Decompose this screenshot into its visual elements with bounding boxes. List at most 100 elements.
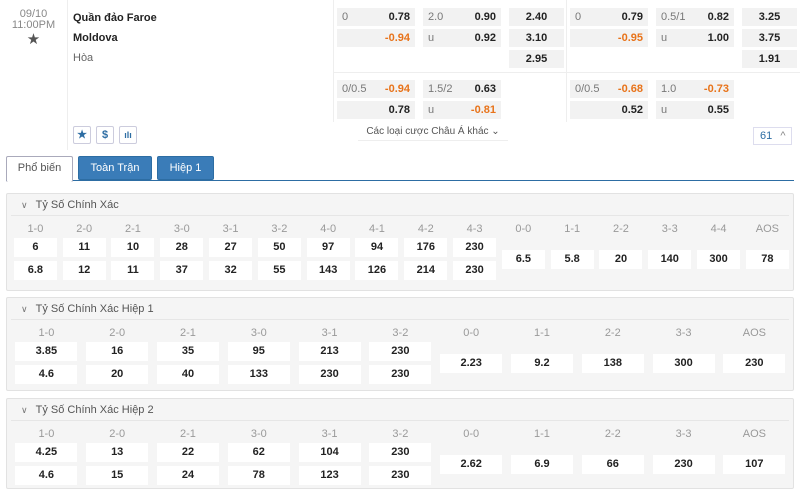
score-odds-cell[interactable]: 5.8	[550, 249, 594, 269]
score-odds-cell[interactable]: 176	[404, 238, 448, 257]
odds-line: 2.0	[428, 11, 444, 23]
odds-cell[interactable]: 1.5/2 0.63	[423, 80, 501, 98]
odds-cell[interactable]: -0.95	[570, 29, 648, 47]
score-odds-cell[interactable]: 35	[156, 342, 219, 361]
score-odds-cell[interactable]: 230	[298, 365, 361, 384]
score-odds-cell[interactable]: 16	[86, 342, 149, 361]
score-odds-cell[interactable]: 133	[227, 365, 290, 384]
score-odds-cell[interactable]: 123	[298, 466, 361, 485]
score-odds-cell[interactable]: 97	[306, 238, 350, 257]
odds-cell[interactable]: u 1.00	[656, 29, 734, 47]
score-odds-cell[interactable]: 22	[156, 443, 219, 462]
score-odds-cell[interactable]: 126	[355, 261, 399, 280]
score-odds-cell[interactable]: 4.6	[15, 365, 78, 384]
score-odds-cell[interactable]: 9.2	[510, 353, 573, 373]
score-odds-cell[interactable]: 12	[62, 261, 106, 280]
more-asian-bets-toggle[interactable]: Các loại cược Châu Á khác ⌄	[358, 123, 508, 141]
score-odds-cell[interactable]: 66	[581, 454, 644, 474]
favorite-star-icon[interactable]: ★	[26, 31, 41, 48]
star-icon[interactable]: ★	[73, 126, 91, 144]
score-odds-cell[interactable]: 230	[369, 342, 432, 361]
score-odds-cell[interactable]: 10	[111, 238, 155, 257]
score-odds-cell[interactable]: 28	[160, 238, 204, 257]
score-odds: 27 32	[209, 236, 253, 282]
score-odds-cell[interactable]: 214	[404, 261, 448, 280]
score-odds-cell[interactable]: 13	[86, 443, 149, 462]
score-odds-cell[interactable]: 213	[298, 342, 361, 361]
score-odds-cell[interactable]: 4.25	[15, 443, 78, 462]
score-odds-cell[interactable]: 138	[581, 353, 644, 373]
score-label: 2-1	[180, 428, 196, 440]
score-odds-cell[interactable]: 230	[369, 443, 432, 462]
odds-cell[interactable]: 0.5/1 0.82	[656, 8, 734, 26]
score-odds-cell[interactable]: 37	[160, 261, 204, 280]
score-odds-cell[interactable]: 300	[652, 353, 715, 373]
score-odds-cell[interactable]: 140	[648, 249, 692, 269]
score-label: AOS	[755, 223, 779, 235]
odds-cell[interactable]: u -0.81	[423, 101, 501, 119]
odds-cell[interactable]: 2.40	[509, 8, 564, 26]
odds-cell[interactable]: 0 0.78	[337, 8, 415, 26]
score-odds-cell[interactable]: 11	[111, 261, 155, 280]
score-odds-cell[interactable]: 230	[453, 261, 497, 280]
score-odds-cell[interactable]: 55	[257, 261, 301, 280]
score-odds-cell[interactable]: 104	[298, 443, 361, 462]
score-odds-cell[interactable]: 230	[369, 466, 432, 485]
score-odds-cell[interactable]: 32	[209, 261, 253, 280]
score-odds-cell[interactable]: 6.5	[501, 249, 545, 269]
odds-cell[interactable]: 0.78	[337, 101, 415, 119]
score-odds-cell[interactable]: 6.8	[13, 261, 57, 280]
panel-header[interactable]: ∨ Tỷ Số Chính Xác	[11, 194, 789, 216]
score-odds-cell[interactable]: 230	[652, 454, 715, 474]
stats-icon[interactable]: ılı	[119, 126, 137, 144]
score-odds-cell[interactable]: 230	[453, 238, 497, 257]
score-odds-cell[interactable]: 20	[599, 249, 643, 269]
markets-count-button[interactable]: 61 ^	[753, 127, 792, 145]
odds-cell[interactable]: 3.25	[742, 8, 797, 26]
score-odds-cell[interactable]: 95	[227, 342, 290, 361]
score-odds-cell[interactable]: 6.9	[510, 454, 573, 474]
score-odds-cell[interactable]: 27	[209, 238, 253, 257]
score-odds-cell[interactable]: 62	[227, 443, 290, 462]
score-odds-cell[interactable]: 15	[86, 466, 149, 485]
score-odds-cell[interactable]: 78	[745, 249, 789, 269]
odds-cell[interactable]: 1.0 -0.73	[656, 80, 734, 98]
score-odds-cell[interactable]: 24	[156, 466, 219, 485]
score-odds-cell[interactable]: 11	[62, 238, 106, 257]
score-odds-cell[interactable]: 20	[86, 365, 149, 384]
score-column: 3-3 140	[645, 222, 694, 282]
score-odds-cell[interactable]: 78	[227, 466, 290, 485]
odds-value: 2.40	[525, 11, 548, 23]
odds-cell[interactable]: u 0.92	[423, 29, 501, 47]
odds-cell[interactable]: 3.75	[742, 29, 797, 47]
score-odds-cell[interactable]: 143	[306, 261, 350, 280]
odds-cell[interactable]: 1.91	[742, 50, 797, 68]
score-odds-cell[interactable]: 300	[697, 249, 741, 269]
score-odds-cell[interactable]: 6	[13, 238, 57, 257]
score-odds-cell[interactable]: 230	[723, 353, 786, 373]
odds-cell[interactable]: 2.95	[509, 50, 564, 68]
dollar-icon[interactable]: $	[96, 126, 114, 144]
odds-cell[interactable]: u 0.55	[656, 101, 734, 119]
tab-first-half[interactable]: Hiệp 1	[157, 156, 214, 180]
score-odds-cell[interactable]: 2.23	[440, 353, 503, 373]
odds-cell[interactable]: 0/0.5 -0.94	[337, 80, 415, 98]
score-odds-cell[interactable]: 107	[723, 454, 786, 474]
odds-cell[interactable]: 2.0 0.90	[423, 8, 501, 26]
score-odds-cell[interactable]: 3.85	[15, 342, 78, 361]
odds-cell[interactable]: 0.52	[570, 101, 648, 119]
tab-full-match[interactable]: Toàn Trận	[78, 156, 152, 180]
odds-cell[interactable]: 0/0.5 -0.68	[570, 80, 648, 98]
score-odds-cell[interactable]: 94	[355, 238, 399, 257]
tab-popular[interactable]: Phổ biến	[6, 156, 73, 182]
odds-cell[interactable]: -0.94	[337, 29, 415, 47]
panel-header[interactable]: ∨ Tỷ Số Chính Xác Hiệp 1	[11, 298, 789, 320]
score-odds-cell[interactable]: 230	[369, 365, 432, 384]
score-odds-cell[interactable]: 40	[156, 365, 219, 384]
odds-cell[interactable]: 3.10	[509, 29, 564, 47]
score-odds-cell[interactable]: 2.62	[440, 454, 503, 474]
score-odds-cell[interactable]: 50	[257, 238, 301, 257]
panel-header[interactable]: ∨ Tỷ Số Chính Xác Hiệp 2	[11, 399, 789, 421]
score-odds-cell[interactable]: 4.6	[15, 466, 78, 485]
odds-cell[interactable]: 0 0.79	[570, 8, 648, 26]
